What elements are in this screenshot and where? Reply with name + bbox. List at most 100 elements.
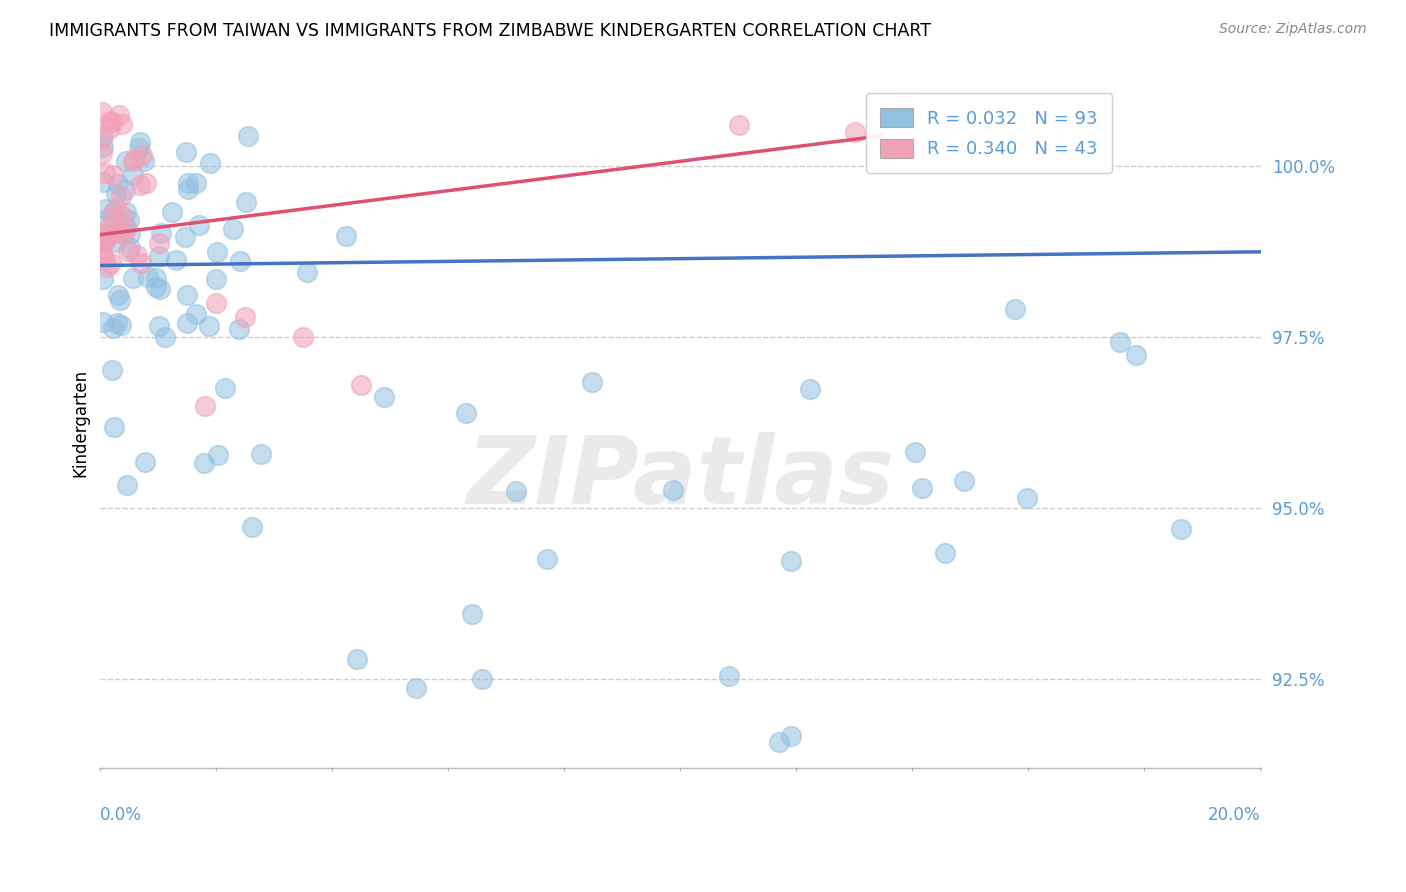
Point [115, 153, 138, 168]
Point [98, 113, 121, 128]
Point [198, 156, 221, 170]
Point [93, 231, 115, 245]
Point [111, 227, 134, 241]
Point [114, 182, 136, 196]
Point [160, 205, 183, 219]
Point [205, 296, 228, 310]
Point [249, 447, 271, 461]
Point [207, 448, 229, 462]
Point [207, 244, 229, 259]
Point [136, 270, 159, 285]
Point [91, 145, 114, 160]
Point [91, 140, 114, 154]
Point [91, 245, 114, 260]
Point [101, 362, 124, 376]
Point [135, 176, 157, 190]
Point [346, 652, 368, 666]
Point [176, 288, 198, 302]
Point [111, 227, 134, 241]
Point [117, 244, 139, 259]
Point [768, 735, 790, 749]
Point [799, 382, 821, 396]
Point [105, 235, 128, 249]
Point [911, 482, 934, 496]
Point [103, 320, 125, 334]
Point [93, 175, 115, 189]
Point [177, 182, 200, 196]
Point [295, 265, 318, 279]
Point [91, 105, 114, 120]
Point [844, 125, 866, 139]
Point [149, 282, 172, 296]
Point [461, 607, 484, 622]
Y-axis label: Kindergarten: Kindergarten [72, 368, 89, 477]
Point [953, 474, 976, 488]
Point [93, 227, 115, 242]
Point [174, 145, 197, 159]
Point [91, 248, 114, 262]
Legend: R = 0.032   N = 93, R = 0.340   N = 43: R = 0.032 N = 93, R = 0.340 N = 43 [866, 94, 1112, 173]
Point [93, 233, 115, 247]
Point [93, 166, 115, 180]
Point [505, 484, 527, 499]
Point [165, 253, 187, 268]
Point [107, 178, 129, 192]
Point [134, 454, 156, 468]
Point [104, 202, 127, 216]
Point [727, 118, 749, 132]
Point [91, 272, 114, 286]
Point [454, 406, 477, 420]
Point [148, 235, 170, 250]
Point [718, 669, 741, 683]
Point [117, 478, 139, 492]
Point [96, 221, 118, 235]
Point [94, 202, 117, 216]
Point [117, 212, 139, 227]
Point [145, 280, 167, 294]
Point [105, 316, 128, 330]
Point [111, 117, 134, 131]
Point [188, 218, 211, 232]
Point [114, 219, 136, 233]
Point [105, 186, 128, 201]
Point [101, 114, 124, 128]
Point [103, 419, 125, 434]
Point [114, 221, 136, 235]
Point [122, 169, 145, 183]
Point [228, 322, 250, 336]
Point [193, 456, 215, 470]
Text: IMMIGRANTS FROM TAIWAN VS IMMIGRANTS FROM ZIMBABWE KINDERGARTEN CORRELATION CHAR: IMMIGRANTS FROM TAIWAN VS IMMIGRANTS FRO… [49, 22, 931, 40]
Point [335, 229, 357, 244]
Point [1015, 491, 1038, 506]
Point [240, 520, 263, 534]
Point [134, 153, 156, 168]
Point [128, 178, 150, 192]
Point [91, 129, 114, 144]
Text: 20.0%: 20.0% [1208, 805, 1261, 823]
Point [91, 133, 114, 147]
Point [107, 108, 129, 122]
Point [110, 209, 132, 223]
Point [122, 154, 145, 169]
Point [174, 229, 197, 244]
Point [373, 391, 395, 405]
Point [197, 318, 219, 333]
Point [235, 195, 257, 210]
Point [153, 330, 176, 344]
Point [471, 672, 494, 686]
Point [108, 293, 131, 307]
Point [122, 270, 145, 285]
Point [150, 226, 173, 240]
Point [148, 318, 170, 333]
Point [107, 287, 129, 301]
Point [184, 176, 207, 190]
Point [129, 135, 152, 149]
Point [176, 316, 198, 330]
Point [125, 248, 148, 262]
Text: ZIPatlas: ZIPatlas [467, 432, 894, 524]
Point [194, 399, 217, 413]
Point [118, 240, 141, 254]
Point [110, 318, 132, 332]
Point [107, 224, 129, 238]
Point [405, 681, 427, 696]
